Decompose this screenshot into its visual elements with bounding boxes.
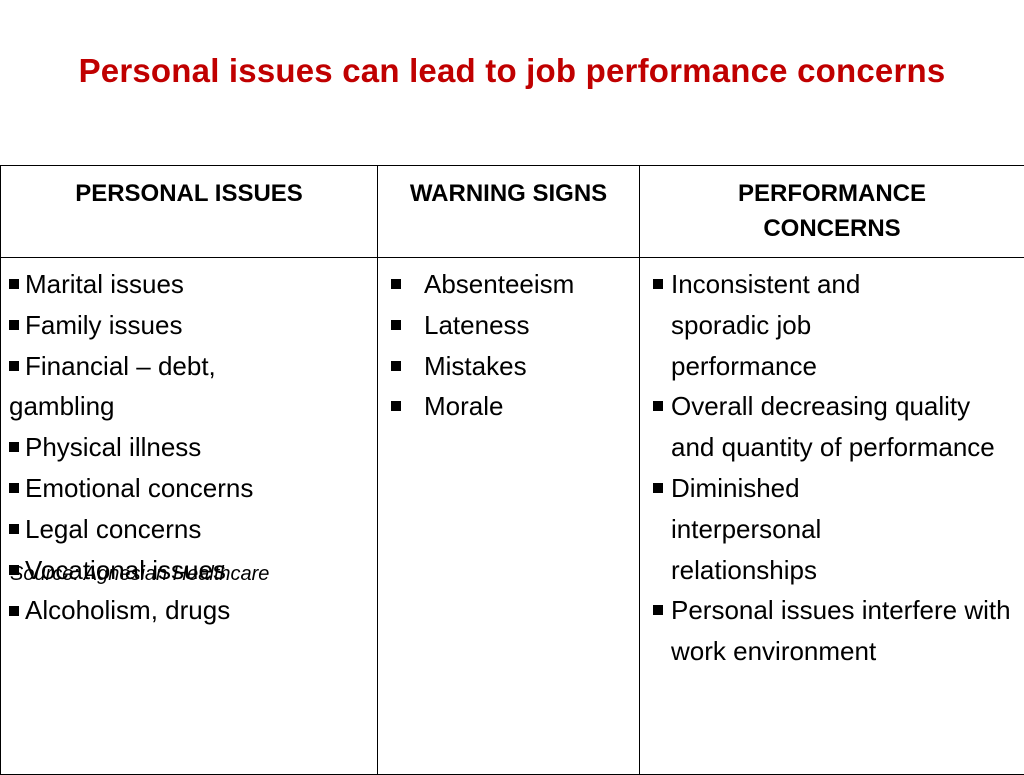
warning-signs-list: Absenteeism Lateness Mistakes Morale xyxy=(386,264,635,427)
list-item: Physical illness xyxy=(9,427,373,468)
list-item: Absenteeism xyxy=(386,264,635,305)
list-item: Marital issues xyxy=(9,264,373,305)
square-bullet-icon xyxy=(9,361,19,371)
square-bullet-icon xyxy=(9,524,19,534)
list-item-text: Overall decreasing quality and quantity … xyxy=(671,391,995,462)
issues-table: PERSONAL ISSUES WARNING SIGNS PERFORMANC… xyxy=(0,165,1024,775)
list-item-text: Emotional concerns xyxy=(25,473,253,503)
warning-signs-cell: Absenteeism Lateness Mistakes Morale xyxy=(378,258,640,775)
square-bullet-icon xyxy=(391,361,401,371)
square-bullet-icon xyxy=(9,483,19,493)
performance-concerns-cell: Inconsistent and sporadic job performanc… xyxy=(640,258,1024,775)
list-item: Personal issues interfere with work envi… xyxy=(648,590,1021,672)
performance-concerns-list: Inconsistent and sporadic job performanc… xyxy=(648,264,1020,672)
list-item-text: Marital issues xyxy=(25,269,184,299)
list-item: Emotional concerns xyxy=(9,468,373,509)
list-item: Family issues xyxy=(9,305,373,346)
list-item-text: Alcoholism, drugs xyxy=(25,595,230,625)
square-bullet-icon xyxy=(391,320,401,330)
list-item: Lateness xyxy=(386,305,635,346)
square-bullet-icon xyxy=(9,442,19,452)
table-header-row: PERSONAL ISSUES WARNING SIGNS PERFORMANC… xyxy=(1,166,1024,258)
square-bullet-icon xyxy=(391,279,401,289)
square-bullet-icon xyxy=(9,606,19,616)
list-item-text: Legal concerns xyxy=(25,514,201,544)
list-item-text: Physical illness xyxy=(25,432,201,462)
list-item-text: Financial – debt, gambling xyxy=(9,351,216,422)
list-item: Diminished interpersonal relationships xyxy=(648,468,886,590)
square-bullet-icon xyxy=(653,279,663,289)
list-item-text: Diminished interpersonal relationships xyxy=(671,473,821,585)
header-personal-issues: PERSONAL ISSUES xyxy=(1,166,378,258)
list-item: Inconsistent and sporadic job performanc… xyxy=(648,264,891,386)
list-item: Legal concerns xyxy=(9,509,373,550)
source-note: Source: Agnesian Healthcare xyxy=(10,562,269,586)
square-bullet-icon xyxy=(653,483,663,493)
personal-issues-cell: Marital issues Family issues Financial –… xyxy=(1,258,378,775)
square-bullet-icon xyxy=(391,401,401,411)
list-item: Mistakes xyxy=(386,346,635,387)
header-performance-concerns: PERFORMANCE CONCERNS xyxy=(640,166,1024,258)
list-item-text: Family issues xyxy=(25,310,182,340)
list-item: Alcoholism, drugs xyxy=(9,590,373,631)
list-item-text: Absenteeism xyxy=(424,269,574,299)
list-item-text: Lateness xyxy=(424,310,530,340)
list-item-text: Morale xyxy=(424,391,503,421)
header-performance-concerns-text: PERFORMANCE CONCERNS xyxy=(712,176,952,246)
list-item: Morale xyxy=(386,386,635,427)
square-bullet-icon xyxy=(653,605,663,615)
square-bullet-icon xyxy=(9,279,19,289)
page-title: Personal issues can lead to job performa… xyxy=(0,52,1024,90)
table-body-row: Marital issues Family issues Financial –… xyxy=(1,258,1024,775)
list-item-text: Personal issues interfere with work envi… xyxy=(671,595,1011,666)
list-item-text: Inconsistent and sporadic job performanc… xyxy=(671,269,860,381)
header-warning-signs: WARNING SIGNS xyxy=(378,166,640,258)
square-bullet-icon xyxy=(9,320,19,330)
square-bullet-icon xyxy=(653,401,663,411)
list-item-text: Mistakes xyxy=(424,351,527,381)
list-item: Financial – debt, gambling xyxy=(9,346,271,428)
list-item: Overall decreasing quality and quantity … xyxy=(648,386,996,468)
